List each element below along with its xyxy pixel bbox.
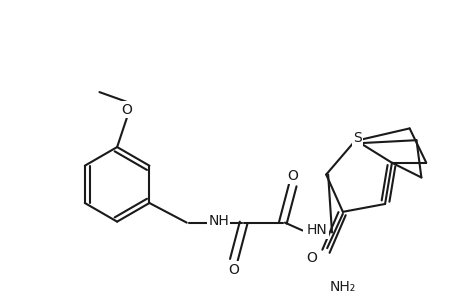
Text: O: O (228, 263, 239, 277)
Text: O: O (287, 169, 297, 182)
Text: NH: NH (208, 214, 229, 228)
Text: HN: HN (304, 224, 325, 238)
Text: HN: HN (306, 224, 326, 238)
Text: NH₂: NH₂ (329, 280, 355, 294)
Text: S: S (353, 131, 361, 145)
Text: O: O (305, 251, 316, 265)
Text: O: O (121, 103, 132, 117)
